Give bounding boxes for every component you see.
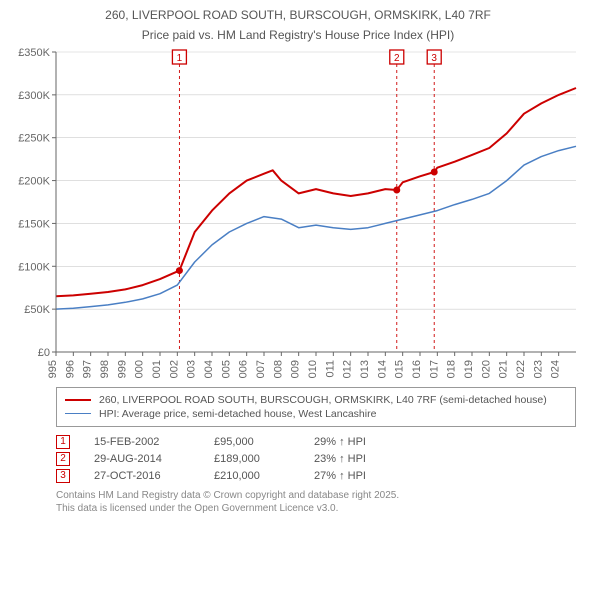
legend-item: 260, LIVERPOOL ROAD SOUTH, BURSCOUGH, OR… (65, 394, 567, 406)
x-tick-label: 2012 (342, 360, 354, 378)
sale-delta: 27% ↑ HPI (314, 470, 434, 482)
sale-delta: 23% ↑ HPI (314, 453, 434, 465)
y-tick-label: £300K (18, 89, 50, 101)
x-tick-label: 2021 (498, 360, 510, 378)
x-tick-label: 2006 (238, 360, 250, 378)
y-tick-label: £350K (18, 48, 50, 59)
sale-marker-icon: 3 (56, 469, 70, 483)
x-tick-label: 2011 (324, 360, 336, 378)
chart-title-line2: Price paid vs. HM Land Registry's House … (8, 28, 588, 42)
chart-legend: 260, LIVERPOOL ROAD SOUTH, BURSCOUGH, OR… (56, 387, 576, 427)
sale-date: 27-OCT-2016 (94, 470, 214, 482)
legend-swatch (65, 413, 91, 414)
x-tick-label: 1998 (99, 360, 111, 378)
x-tick-label: 2023 (532, 360, 544, 378)
x-tick-label: 2017 (428, 360, 440, 378)
series-hpi (56, 146, 576, 309)
sale-price: £210,000 (214, 470, 314, 482)
sale-date: 29-AUG-2014 (94, 453, 214, 465)
y-tick-label: £100K (18, 261, 50, 273)
legend-swatch (65, 399, 91, 401)
x-tick-label: 2020 (480, 360, 492, 378)
x-tick-label: 2016 (411, 360, 423, 378)
sales-row: 3 27-OCT-2016£210,00027% ↑ HPI (56, 469, 588, 483)
y-tick-label: £200K (18, 175, 50, 187)
x-tick-label: 2014 (376, 360, 388, 378)
y-tick-label: £50K (24, 304, 50, 316)
legend-item: HPI: Average price, semi-detached house,… (65, 408, 567, 420)
chart-title-line1: 260, LIVERPOOL ROAD SOUTH, BURSCOUGH, OR… (8, 8, 588, 24)
x-tick-label: 1995 (47, 360, 59, 378)
sale-delta: 29% ↑ HPI (314, 436, 434, 448)
x-tick-label: 1999 (116, 360, 128, 378)
x-tick-label: 2008 (272, 360, 284, 378)
chart-container: £0 £50K £100K £150K £200K £250K £300K £350K 1 2 3 1… (8, 48, 588, 381)
price-chart: £0 £50K £100K £150K £200K £250K £300K £350K 1 2 3 1… (8, 48, 584, 378)
sales-row: 1 15-FEB-2002£95,00029% ↑ HPI (56, 435, 588, 449)
series-price_paid (56, 88, 576, 296)
x-tick-label: 2010 (307, 360, 319, 378)
sale-price: £189,000 (214, 453, 314, 465)
sales-row: 2 29-AUG-2014£189,00023% ↑ HPI (56, 452, 588, 466)
sale-date: 15-FEB-2002 (94, 436, 214, 448)
x-tick-label: 2019 (463, 360, 475, 378)
sales-table: 1 15-FEB-2002£95,00029% ↑ HPI 2 29-AUG-2014… (56, 435, 588, 483)
x-tick-label: 2004 (203, 360, 215, 378)
x-tick-label: 2018 (446, 360, 458, 378)
y-tick-label: £250K (18, 132, 50, 144)
x-tick-label: 2007 (255, 360, 267, 378)
y-tick-label: £0 (38, 347, 50, 359)
x-tick-label: 2005 (220, 360, 232, 378)
footer-line-1: Contains HM Land Registry data © Crown c… (56, 489, 588, 502)
x-tick-label: 2002 (168, 360, 180, 378)
x-tick-label: 1996 (64, 360, 76, 378)
x-tick-label: 2009 (290, 360, 302, 378)
sale-marker-number: 1 (177, 53, 183, 64)
y-tick-label: £150K (18, 218, 50, 230)
footer-line-2: This data is licensed under the Open Gov… (56, 502, 588, 515)
sale-marker-number: 2 (394, 53, 400, 64)
legend-label: HPI: Average price, semi-detached house,… (99, 408, 376, 420)
sale-marker-number: 3 (431, 53, 437, 64)
x-tick-label: 2001 (151, 360, 163, 378)
sale-price: £95,000 (214, 436, 314, 448)
x-tick-label: 1997 (82, 360, 94, 378)
x-tick-label: 2000 (134, 360, 146, 378)
x-tick-label: 2003 (186, 360, 198, 378)
legend-label: 260, LIVERPOOL ROAD SOUTH, BURSCOUGH, OR… (99, 394, 547, 406)
x-tick-label: 2013 (359, 360, 371, 378)
x-tick-label: 2024 (550, 360, 562, 378)
data-attribution: Contains HM Land Registry data © Crown c… (56, 489, 588, 515)
x-tick-label: 2022 (515, 360, 527, 378)
sale-marker-icon: 1 (56, 435, 70, 449)
x-tick-label: 2015 (394, 360, 406, 378)
sale-marker-icon: 2 (56, 452, 70, 466)
